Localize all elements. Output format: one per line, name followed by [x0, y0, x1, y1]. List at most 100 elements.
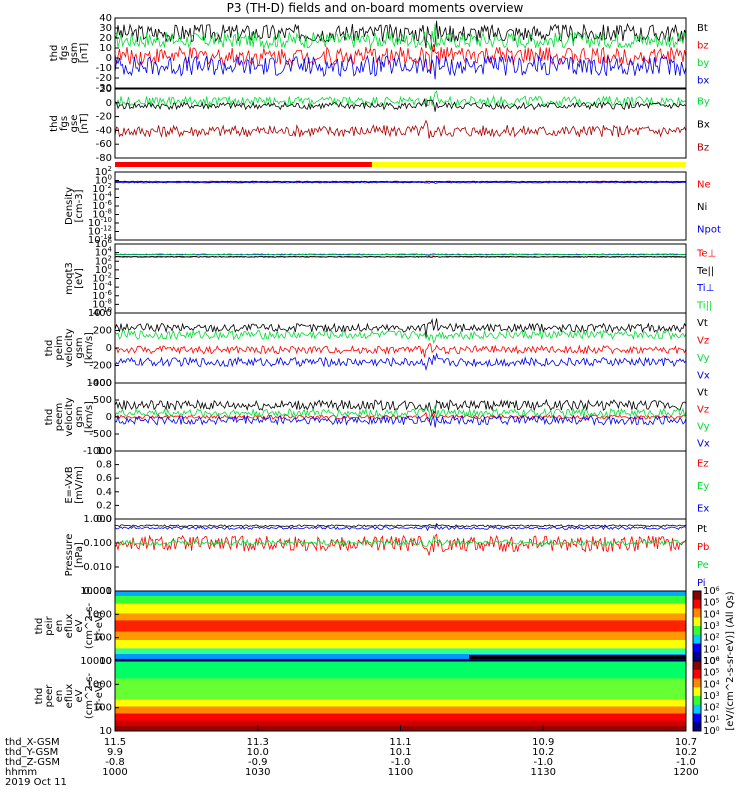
- colorbar-segment: [693, 643, 701, 653]
- colorbar-tick-label: 103: [703, 691, 720, 702]
- y-tick-label: 0.001: [83, 586, 112, 597]
- colorbar-tick-label: 102: [703, 703, 720, 714]
- spectrogram-band: [115, 706, 686, 714]
- spectrogram-band: [115, 595, 686, 605]
- y-tick-label: 10-10: [88, 306, 112, 319]
- legend-entry-Vz: Vz: [697, 405, 709, 416]
- legend-entry-Vy: Vy: [697, 353, 710, 364]
- y-axis-label: thd: [49, 45, 60, 62]
- colorbar-segment: [693, 722, 701, 732]
- y-tick-label: 0.2: [96, 500, 112, 511]
- y-axis-label: gsm: [69, 42, 80, 63]
- series-line-Ni: [114, 180, 686, 184]
- y-tick-label: 10-10: [88, 216, 112, 229]
- series-line-Vy: [114, 328, 687, 344]
- y-tick-label: 20: [99, 33, 112, 44]
- legend-entry-Vy: Vy: [697, 422, 710, 433]
- colorbar-segment: [693, 599, 701, 609]
- colorbar-segment: [693, 634, 701, 644]
- x-row-value: 10.2: [675, 747, 697, 758]
- spectrogram-band: [115, 713, 686, 721]
- legend-entry-Vt: Vt: [697, 388, 708, 399]
- colorbar-tick-label: 104: [703, 679, 720, 690]
- y-tick-label: 0.4: [96, 487, 112, 498]
- colorbar-segment: [693, 608, 701, 618]
- x-row-value: 10.1: [389, 747, 411, 758]
- y-tick-label: 1000: [87, 609, 112, 620]
- colorbar-segment: [693, 678, 701, 688]
- legend-entry-Vx: Vx: [697, 439, 710, 450]
- x-row-value: -1.0: [391, 757, 411, 768]
- y-tick-label: 400: [93, 308, 112, 319]
- panel-frame: [114, 450, 687, 520]
- colorbar-tick-label: 106: [703, 586, 720, 597]
- panel-frame: [114, 312, 687, 384]
- series-line-Pb: [114, 533, 687, 556]
- y-axis-label: peir: [44, 615, 55, 635]
- y-tick-label: -500: [89, 429, 112, 440]
- y-tick-label: 100: [95, 263, 112, 276]
- x-row-value: -0.9: [248, 757, 268, 768]
- x-row-value: 1100: [388, 767, 413, 778]
- spectrogram-band: [115, 720, 686, 727]
- series-line-bx: [114, 54, 687, 80]
- y-tick-label: 200: [93, 326, 112, 337]
- mode-bar-segment: [371, 162, 686, 167]
- series-line-Vz: [114, 343, 687, 358]
- y-tick-label: 1000: [87, 378, 112, 389]
- colorbar-tick-label: 104: [703, 609, 720, 620]
- colorbar-segment: [693, 617, 701, 627]
- y-tick-label: 10-4: [92, 191, 112, 204]
- legend-entry-Te⊥: Te⊥: [696, 249, 716, 260]
- colorbar-frame: [692, 660, 702, 732]
- x-row-value: 11.5: [104, 737, 126, 748]
- y-axis-label: fgs: [59, 45, 70, 60]
- spectrogram-band: [115, 678, 686, 700]
- y-tick-label: 102: [95, 165, 112, 178]
- y-tick-label: 1.0: [96, 446, 112, 457]
- series-line-Te||: [114, 255, 687, 258]
- colorbar-tick-label: 102: [703, 633, 720, 644]
- x-row-label: thd_Z-GSM: [5, 757, 60, 768]
- y-axis-label: peer: [44, 684, 55, 708]
- y-tick-label: 100: [95, 174, 112, 187]
- legend-entry-By: By: [697, 97, 710, 108]
- y-tick-label: 0.8: [96, 460, 112, 471]
- y-axis-label: en: [54, 690, 65, 703]
- panel-frame: [114, 518, 687, 592]
- y-tick-label: -80: [96, 153, 112, 164]
- y-axis-label: thd: [34, 618, 45, 635]
- y-axis-label: Pressure: [64, 534, 75, 577]
- y-tick-label: 500: [93, 395, 112, 406]
- colorbar-segment: [693, 669, 701, 679]
- legend-entry-Ne: Ne: [697, 179, 711, 190]
- y-tick-label: 10-8: [92, 297, 112, 310]
- series-line-by: [114, 23, 687, 51]
- legend-entry-Ez: Ez: [697, 458, 709, 469]
- y-axis-label: fgs: [59, 116, 70, 131]
- series-line-Vy: [114, 405, 687, 420]
- x-row-value: 10.9: [532, 737, 554, 748]
- y-tick-label: 10: [99, 656, 112, 667]
- spectrogram-band: [115, 620, 686, 633]
- y-axis-label: velocity: [64, 397, 75, 436]
- colorbar-segment: [693, 713, 701, 723]
- y-axis-label: peem: [54, 403, 65, 431]
- y-tick-label: 0.010: [83, 562, 112, 573]
- legend-entry-Ni: Ni: [697, 202, 707, 213]
- colorbar-tick-label: 106: [703, 656, 720, 667]
- y-axis-label: [nPa]: [74, 542, 85, 568]
- y-axis-label: E=-VxB: [64, 466, 75, 503]
- y-tick-label: 10000: [80, 586, 112, 597]
- colorbar-segment: [693, 591, 701, 601]
- y-axis-label: gse: [69, 115, 80, 133]
- y-tick-label: 106: [95, 237, 113, 250]
- y-tick-label: 10-2: [92, 182, 112, 195]
- y-tick-label: 40: [99, 13, 112, 24]
- y-axis-label: [cm-3]: [74, 189, 85, 222]
- y-tick-label: 104: [95, 246, 113, 259]
- x-row-value: -0.8: [105, 757, 125, 768]
- x-row-value: 10.0: [247, 747, 269, 758]
- series-line-Pe: [114, 534, 687, 547]
- x-row-value: 10.7: [675, 737, 697, 748]
